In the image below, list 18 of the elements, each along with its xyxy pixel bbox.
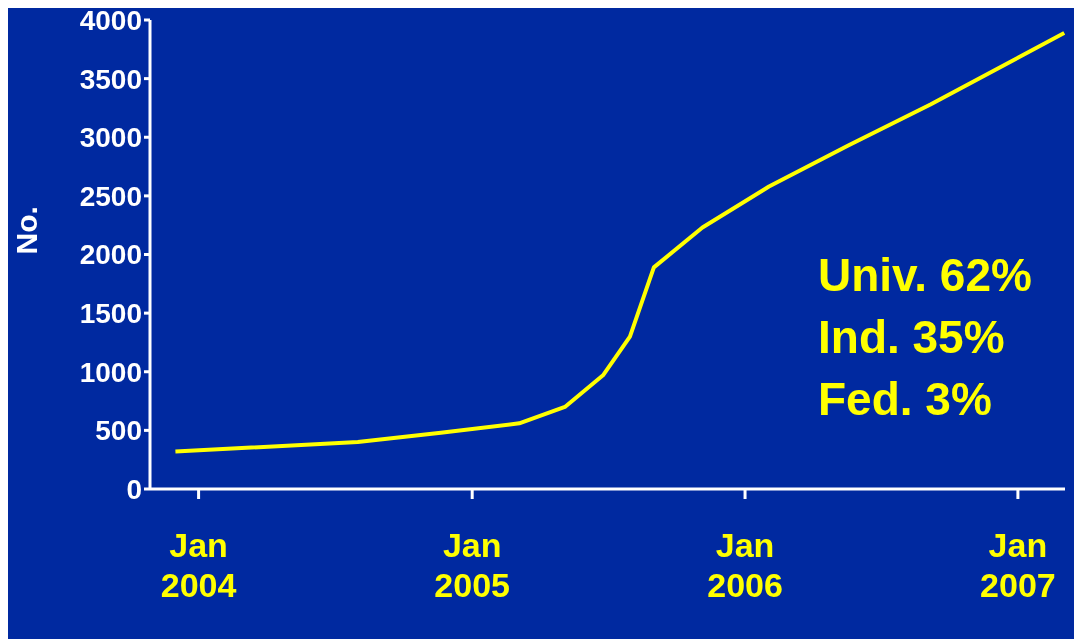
annotation: Fed. 3% — [818, 372, 993, 427]
y-tick-label: 1500 — [79, 298, 142, 330]
x-tick-label: Jan 2006 — [707, 526, 783, 604]
y-tick-label: 3500 — [79, 63, 142, 95]
x-tick-label: Jan 2007 — [980, 526, 1056, 604]
y-tick-label: 3000 — [79, 122, 142, 154]
y-tick-label: 4000 — [79, 4, 142, 36]
annotation: Ind. 35% — [818, 310, 1006, 365]
y-tick-label: 0 — [126, 473, 142, 505]
y-tick-label: 2500 — [79, 180, 142, 212]
annotation: Univ. 62% — [818, 248, 1032, 303]
y-tick-label: 1000 — [79, 356, 142, 388]
y-axis-title: No. — [9, 206, 43, 255]
y-tick-label: 2000 — [79, 239, 142, 271]
x-tick-label: Jan 2004 — [160, 526, 237, 604]
line-series — [173, 30, 1065, 454]
y-tick-label: 500 — [95, 415, 142, 447]
x-tick-label: Jan 2005 — [434, 526, 511, 604]
